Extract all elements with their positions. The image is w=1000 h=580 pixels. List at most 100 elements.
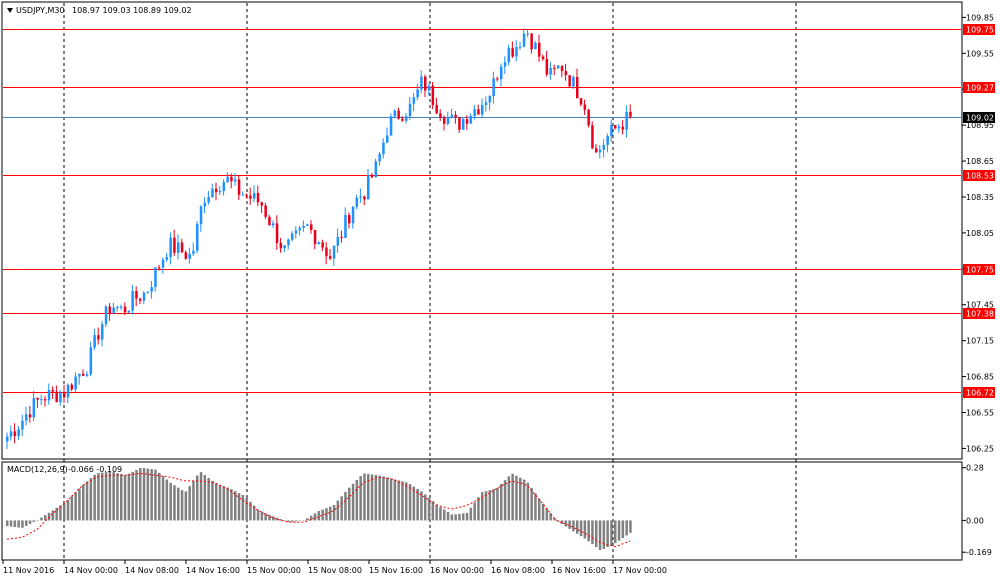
macd-bar	[484, 491, 488, 521]
macd-bar	[85, 481, 89, 521]
time-tick-label: 16 Nov 00:00	[430, 566, 484, 575]
session-separators	[63, 3, 797, 559]
macd-bar	[424, 494, 427, 521]
price-badges: 109.75 109.27 108.53 107.75 107.38 106.72 109.…	[963, 24, 995, 398]
time-tick-label: 16 Nov 08:00	[491, 566, 545, 575]
candle-body	[275, 223, 279, 244]
candle-body	[606, 136, 609, 145]
candle-body	[150, 287, 153, 292]
candle-body	[367, 174, 370, 200]
macd-bar	[416, 488, 419, 521]
candle-body	[545, 58, 549, 75]
candle-body	[389, 116, 393, 136]
macd-bar	[572, 520, 575, 532]
macd-bar	[222, 486, 226, 521]
candle-body	[492, 78, 495, 96]
candle-body	[196, 224, 199, 251]
candle-body	[245, 194, 248, 196]
macd-bar	[150, 469, 153, 521]
candle-body	[112, 307, 115, 314]
level-badge	[963, 82, 995, 93]
candle-body	[317, 242, 321, 245]
candle-body	[237, 179, 241, 195]
candle-body	[522, 33, 526, 47]
macd-bar	[135, 469, 138, 521]
price-axis: 109.85109.55109.25108.95108.65108.35108.…	[962, 13, 994, 557]
macd-bar	[287, 520, 290, 523]
candle-body	[66, 384, 70, 398]
candle-body	[450, 114, 454, 118]
candle-body	[469, 115, 473, 124]
candle-body	[139, 298, 142, 301]
macd-bar	[59, 505, 62, 521]
macd-bar	[378, 475, 381, 521]
time-tick-label: 11 Nov 2016	[3, 566, 54, 575]
macd-bar	[40, 517, 43, 521]
macd-bar	[344, 491, 347, 521]
candle-body	[173, 237, 176, 253]
macd-bar	[294, 520, 298, 522]
macd-bar	[13, 520, 17, 528]
candle-body	[496, 78, 499, 80]
macd-panel[interactable]	[1, 461, 963, 561]
candle-body	[25, 414, 28, 421]
candle-body	[336, 236, 340, 246]
candle-body	[123, 306, 127, 313]
candle-body	[47, 390, 51, 401]
macd-bar	[306, 518, 309, 521]
macd-bar	[587, 520, 590, 542]
candle-body	[188, 253, 191, 259]
candle-body	[203, 202, 207, 207]
triangle-down-icon[interactable]	[7, 8, 13, 13]
candle-body	[306, 224, 309, 226]
macd-bar	[477, 497, 480, 521]
macd-bar	[454, 514, 457, 521]
time-tick-label: 15 Nov 16:00	[369, 566, 423, 575]
macd-bar	[313, 513, 317, 521]
macd-bar	[237, 493, 241, 521]
macd-bar	[511, 473, 514, 521]
candle-body	[541, 56, 545, 59]
time-tick-label: 16 Nov 16:00	[552, 566, 606, 575]
candle-body	[408, 103, 412, 117]
macd-bar	[142, 468, 146, 521]
macd-bar	[264, 513, 267, 521]
time-tick-label: 14 Nov 16:00	[186, 566, 240, 575]
candle-body	[135, 291, 138, 299]
candle-body	[74, 376, 77, 390]
candle-body	[36, 397, 39, 400]
candle-body	[226, 176, 229, 183]
candle-body	[218, 191, 222, 193]
macd-bar	[545, 508, 549, 521]
macd-bar	[169, 482, 172, 521]
macd-bar	[560, 520, 564, 525]
macd-bar	[549, 513, 552, 521]
level-badge-label: 108.53	[966, 172, 994, 181]
candlesticks	[6, 28, 632, 450]
macd-bar	[614, 520, 617, 544]
time-tick-label: 15 Nov 08:00	[308, 566, 362, 575]
candle-body	[405, 116, 408, 121]
time-tick-label: 15 Nov 00:00	[247, 566, 301, 575]
candle-body	[279, 243, 283, 249]
candle-body	[332, 245, 336, 259]
macd-bar	[503, 480, 507, 521]
candle-body	[473, 109, 476, 116]
candle-body	[283, 245, 286, 249]
candle-body	[108, 306, 112, 314]
candle-body	[435, 105, 438, 114]
candle-body	[397, 110, 400, 119]
candle-body	[21, 420, 24, 430]
candle-body	[55, 391, 58, 402]
price-panel[interactable]	[1, 1, 963, 460]
symbol-label: USDJPY,M30	[16, 6, 65, 15]
macd-bar	[97, 473, 100, 521]
macd-bar	[268, 514, 271, 521]
macd-bar	[207, 477, 210, 521]
macd-bar	[275, 517, 279, 521]
macd-bar	[310, 515, 313, 521]
candle-body	[625, 111, 628, 130]
candle-body	[9, 431, 13, 437]
candle-body	[348, 215, 351, 224]
